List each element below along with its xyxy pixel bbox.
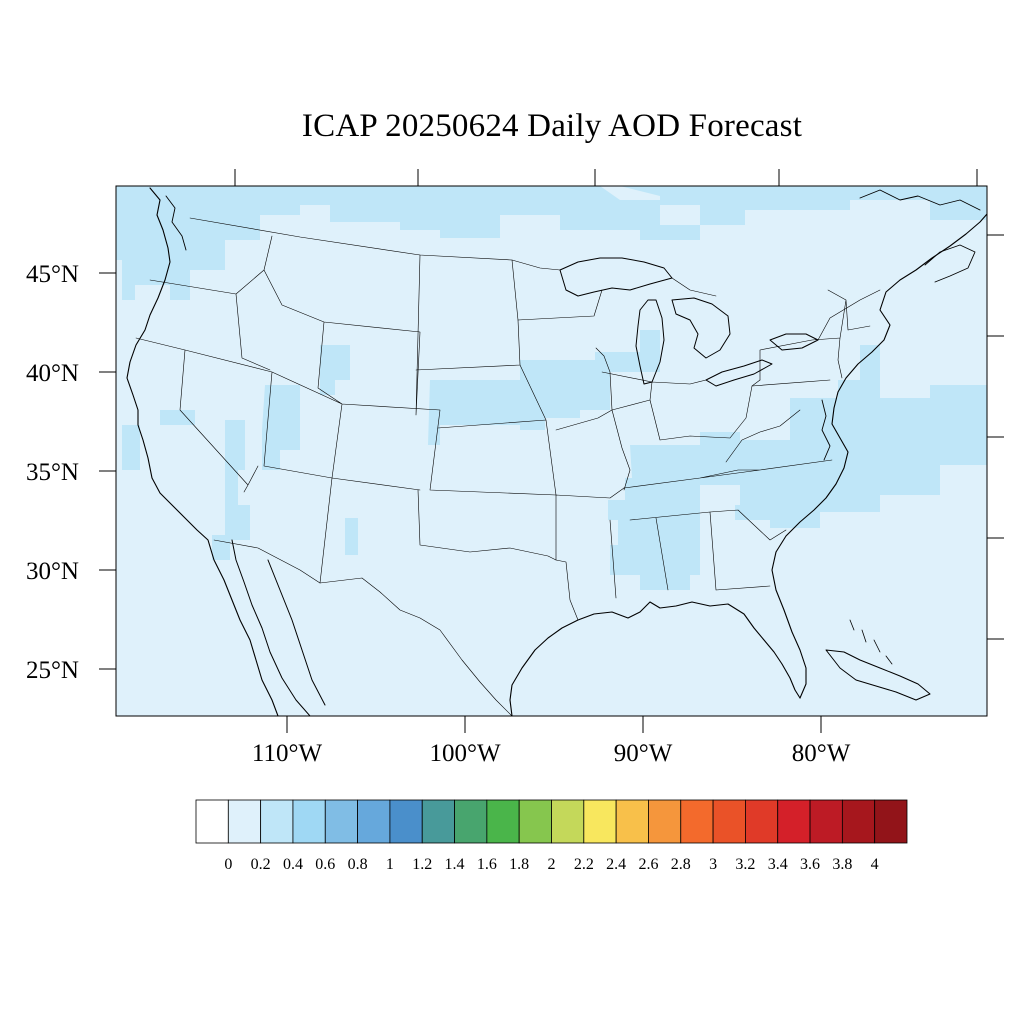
map-outlines	[126, 187, 987, 716]
lat-label: 25°N	[26, 657, 79, 684]
colorbar-swatch	[874, 799, 908, 844]
colorbar-swatch	[745, 799, 779, 844]
coastline-gulf	[509, 601, 801, 716]
map-frame	[115, 185, 988, 717]
coastline-puget	[165, 195, 187, 251]
colorbar-label: 0.4	[283, 856, 303, 873]
colorbar-label: 0	[224, 856, 232, 873]
colorbar-label: 0.2	[251, 856, 271, 873]
lat-label: 45°N	[26, 261, 79, 288]
aod-patch	[428, 330, 660, 445]
colorbar-label: 1.4	[445, 856, 465, 873]
lon-label: 100°W	[429, 740, 500, 767]
lat-label: 35°N	[26, 459, 79, 486]
colorbar-label: 2.4	[606, 856, 626, 873]
colorbar-swatch	[454, 799, 488, 844]
aod-patch	[930, 385, 987, 398]
coastline-nova-scotia	[924, 244, 976, 283]
colorbar-swatch	[195, 799, 229, 844]
coastline-atlantic	[775, 213, 987, 553]
border-states-west	[135, 235, 557, 584]
colorbar-labels: 0 0.2 0.4 0.6 0.8 1 1.2 1.4 1.6 1.8 2 2.2 2.4 2.6 2.8 3…	[224, 856, 878, 873]
lake-superior	[559, 257, 673, 297]
colorbar-label: 2.8	[671, 856, 691, 873]
aod-patch	[345, 518, 358, 555]
colorbar-label: 3.2	[735, 856, 755, 873]
colorbar-label: 3.8	[832, 856, 852, 873]
lat-label: 40°N	[26, 360, 79, 387]
lake-michigan	[635, 299, 665, 385]
aod-patch	[300, 186, 700, 240]
aod-patch	[160, 410, 195, 425]
map-ticks	[99, 169, 1004, 733]
colorbar-swatch	[551, 799, 585, 844]
political-borders	[135, 217, 881, 716]
colorbar-swatch	[518, 799, 552, 844]
border-us-canada	[189, 217, 881, 341]
colorbar-swatch	[389, 799, 423, 844]
colorbar-label: 3	[709, 856, 717, 873]
colorbar-swatch	[648, 799, 682, 844]
aod-patch	[608, 345, 987, 590]
colorbar-swatch	[841, 799, 876, 844]
colorbar-swatch	[357, 799, 391, 844]
aod-patch	[262, 385, 300, 470]
coastline-chesapeake	[821, 399, 831, 461]
colorbar-label: 3.4	[768, 856, 788, 873]
colorbar-label: 2.6	[638, 856, 658, 873]
aod-patch	[116, 186, 300, 300]
colorbar-swatch	[486, 799, 520, 844]
coastline-gulf-california	[231, 539, 311, 716]
colorbar-swatch	[583, 799, 617, 844]
aod-elevated-patches	[116, 186, 987, 590]
coastline-florida	[771, 551, 807, 699]
colorbar-label: 1	[386, 856, 394, 873]
colorbar-label: 4	[871, 856, 879, 873]
colorbar-label: 2	[548, 856, 556, 873]
lake-huron	[671, 297, 731, 359]
colorbar-swatch	[421, 799, 455, 844]
colorbar-label: 3.6	[800, 856, 820, 873]
colorbar-swatch	[292, 799, 326, 844]
coastline-pacific	[126, 187, 279, 716]
lon-label: 90°W	[614, 740, 673, 767]
colorbar-swatch	[777, 799, 811, 844]
colorbar	[195, 799, 908, 844]
colorbar-swatch	[712, 799, 746, 844]
coastline-cuba	[825, 649, 931, 701]
colorbar-swatch	[260, 799, 294, 844]
page-title: ICAP 20250624 Daily AOD Forecast	[301, 108, 803, 144]
colorbar-label: 0.8	[348, 856, 368, 873]
border-us-mexico	[213, 539, 513, 716]
colorbar-label: 1.6	[477, 856, 497, 873]
lon-labels: 110°W 100°W 90°W 80°W	[252, 740, 851, 767]
colorbar-label: 2.2	[574, 856, 594, 873]
lon-label: 80°W	[792, 740, 851, 767]
aod-patch	[620, 186, 987, 225]
colorbar-swatch	[809, 799, 843, 844]
aod-patch	[320, 345, 350, 395]
colorbar-label: 1.2	[412, 856, 432, 873]
colorbar-swatch	[615, 799, 649, 844]
colorbar-swatch	[227, 799, 262, 844]
border-states-central	[517, 289, 761, 621]
coastline-gulf-st-lawrence	[859, 189, 981, 211]
lat-label: 30°N	[26, 558, 79, 585]
aod-patch	[212, 420, 250, 560]
lon-label: 110°W	[252, 740, 323, 767]
colorbar-label: 1.8	[509, 856, 529, 873]
lat-labels: 45°N 40°N 35°N 30°N 25°N	[26, 261, 79, 684]
lake-erie	[705, 359, 773, 387]
colorbar-swatch	[680, 799, 714, 844]
map-plot-area	[115, 185, 988, 717]
colorbar-swatch	[324, 799, 358, 844]
aod-patch	[122, 425, 140, 470]
coastline-mexico-west	[267, 559, 326, 706]
colorbar-label: 0.6	[315, 856, 335, 873]
border-states-east	[609, 289, 871, 599]
coastline-bahamas	[849, 619, 893, 665]
